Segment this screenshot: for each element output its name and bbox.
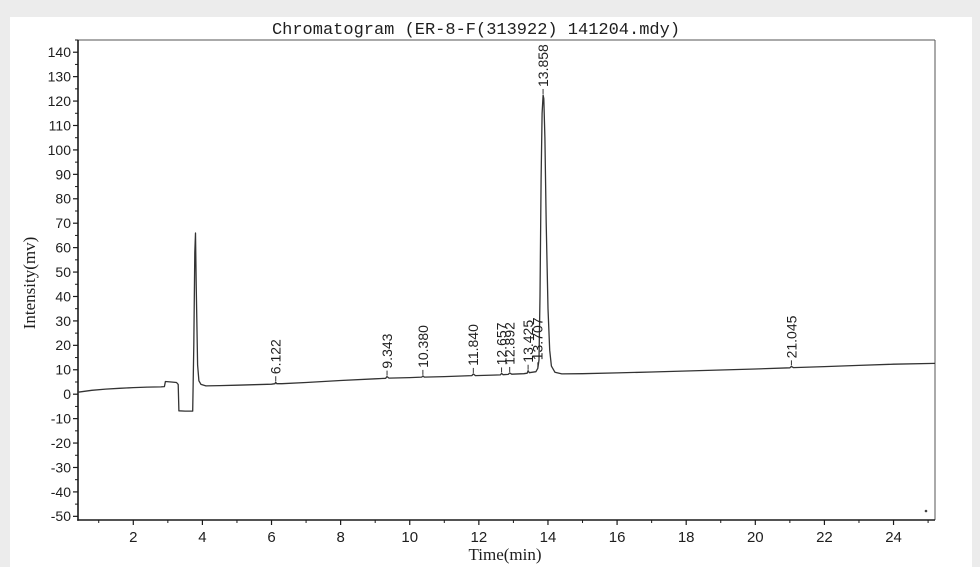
x-tick-label: 8	[336, 529, 344, 546]
y-tick-label: 140	[48, 44, 72, 60]
peak-label: 11.840	[465, 324, 481, 366]
y-tick-label: -10	[51, 411, 71, 427]
y-tick-label: 120	[48, 93, 72, 109]
y-axis-title: Intensity(mv)	[20, 237, 39, 330]
x-tick-label: 20	[747, 529, 764, 546]
peak-label: 13.707	[530, 317, 546, 360]
plot-series	[77, 94, 936, 412]
y-tick-label: -40	[51, 484, 71, 500]
y-tick-label: 130	[48, 69, 72, 85]
y-tick-label: 50	[55, 264, 71, 280]
y-tick-label: 60	[55, 240, 71, 256]
x-tick-label: 2	[129, 529, 137, 546]
x-tick-label: 18	[678, 529, 695, 546]
chart-panel	[10, 17, 972, 567]
y-tick-label: 0	[63, 386, 71, 402]
x-tick-label: 10	[401, 529, 418, 546]
x-tick-label: 22	[816, 529, 833, 546]
peak-label: 12.657	[494, 322, 510, 365]
chromatogram-trace	[77, 94, 936, 412]
y-tick-label: 70	[55, 215, 71, 231]
y-tick-label: 90	[55, 166, 71, 182]
chart-title: Chromatogram (ER-8-F(313922) 141204.mdy)	[272, 21, 680, 40]
peak-label: 21.045	[783, 315, 799, 358]
x-axis-ticks: 2 4 6 8 10 12 14 16 18 20 22 24	[98, 520, 929, 546]
peak-label: 10.380	[415, 325, 431, 368]
peak-label: 9.343	[379, 333, 395, 368]
y-tick-label: 40	[55, 288, 71, 304]
peak-label: 6.122	[268, 339, 284, 374]
stray-speck	[924, 509, 928, 513]
y-tick-label: 100	[48, 142, 72, 158]
y-tick-label: 80	[55, 191, 71, 207]
y-axis-ticks: 1401301201101009080706050403020100-10-20…	[48, 39, 78, 524]
x-tick-label: 6	[267, 529, 275, 546]
x-tick-label: 16	[609, 529, 626, 546]
y-tick-label: -30	[51, 459, 71, 475]
peak-label: 12.892	[502, 322, 518, 365]
x-tick-label: 4	[198, 529, 206, 546]
y-tick-label: 30	[55, 313, 71, 329]
x-tick-label: 12	[471, 529, 488, 546]
peak-label: 13.425	[520, 320, 536, 363]
y-tick-label: 10	[55, 362, 71, 378]
y-tick-label: -50	[51, 508, 71, 524]
y-tick-label: -20	[51, 435, 71, 451]
y-tick-label: 110	[49, 117, 72, 133]
x-axis-title: Time(min)	[468, 545, 541, 564]
x-tick-label: 14	[540, 529, 557, 546]
plot-frame	[77, 39, 936, 521]
y-tick-label: 20	[55, 337, 71, 353]
peak-label: 13.858	[535, 44, 551, 87]
x-tick-label: 24	[885, 529, 902, 546]
